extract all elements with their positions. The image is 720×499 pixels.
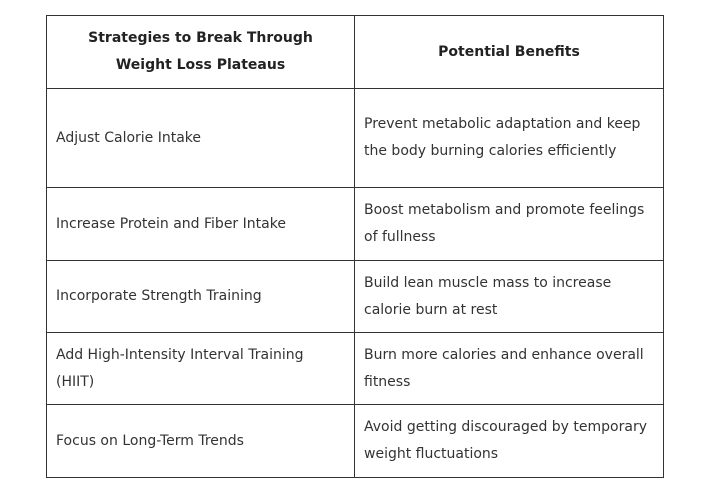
table-row: Incorporate Strength Training Build lean… bbox=[46, 260, 664, 333]
header-benefits: Potential Benefits bbox=[354, 15, 664, 89]
benefit-cell: Prevent metabolic adaptation and keep th… bbox=[354, 88, 664, 188]
strategies-table: Strategies to Break Through Weight Loss … bbox=[46, 15, 664, 478]
table-row: Increase Protein and Fiber Intake Boost … bbox=[46, 187, 664, 261]
benefit-cell: Boost metabolism and promote feelings of… bbox=[354, 187, 664, 261]
header-strategies: Strategies to Break Through Weight Loss … bbox=[46, 15, 355, 89]
strategy-cell: Focus on Long-Term Trends bbox=[46, 404, 355, 478]
table-row: Add High-Intensity Interval Training (HI… bbox=[46, 332, 664, 405]
benefit-cell: Avoid getting discouraged by temporary w… bbox=[354, 404, 664, 478]
table-row: Focus on Long-Term Trends Avoid getting … bbox=[46, 404, 664, 478]
strategy-cell: Adjust Calorie Intake bbox=[46, 88, 355, 188]
benefit-cell: Burn more calories and enhance overall f… bbox=[354, 332, 664, 405]
table-header-row: Strategies to Break Through Weight Loss … bbox=[46, 15, 664, 89]
strategy-cell: Increase Protein and Fiber Intake bbox=[46, 187, 355, 261]
benefit-cell: Build lean muscle mass to increase calor… bbox=[354, 260, 664, 333]
strategy-cell: Incorporate Strength Training bbox=[46, 260, 355, 333]
strategy-cell: Add High-Intensity Interval Training (HI… bbox=[46, 332, 355, 405]
table-row: Adjust Calorie Intake Prevent metabolic … bbox=[46, 88, 664, 188]
